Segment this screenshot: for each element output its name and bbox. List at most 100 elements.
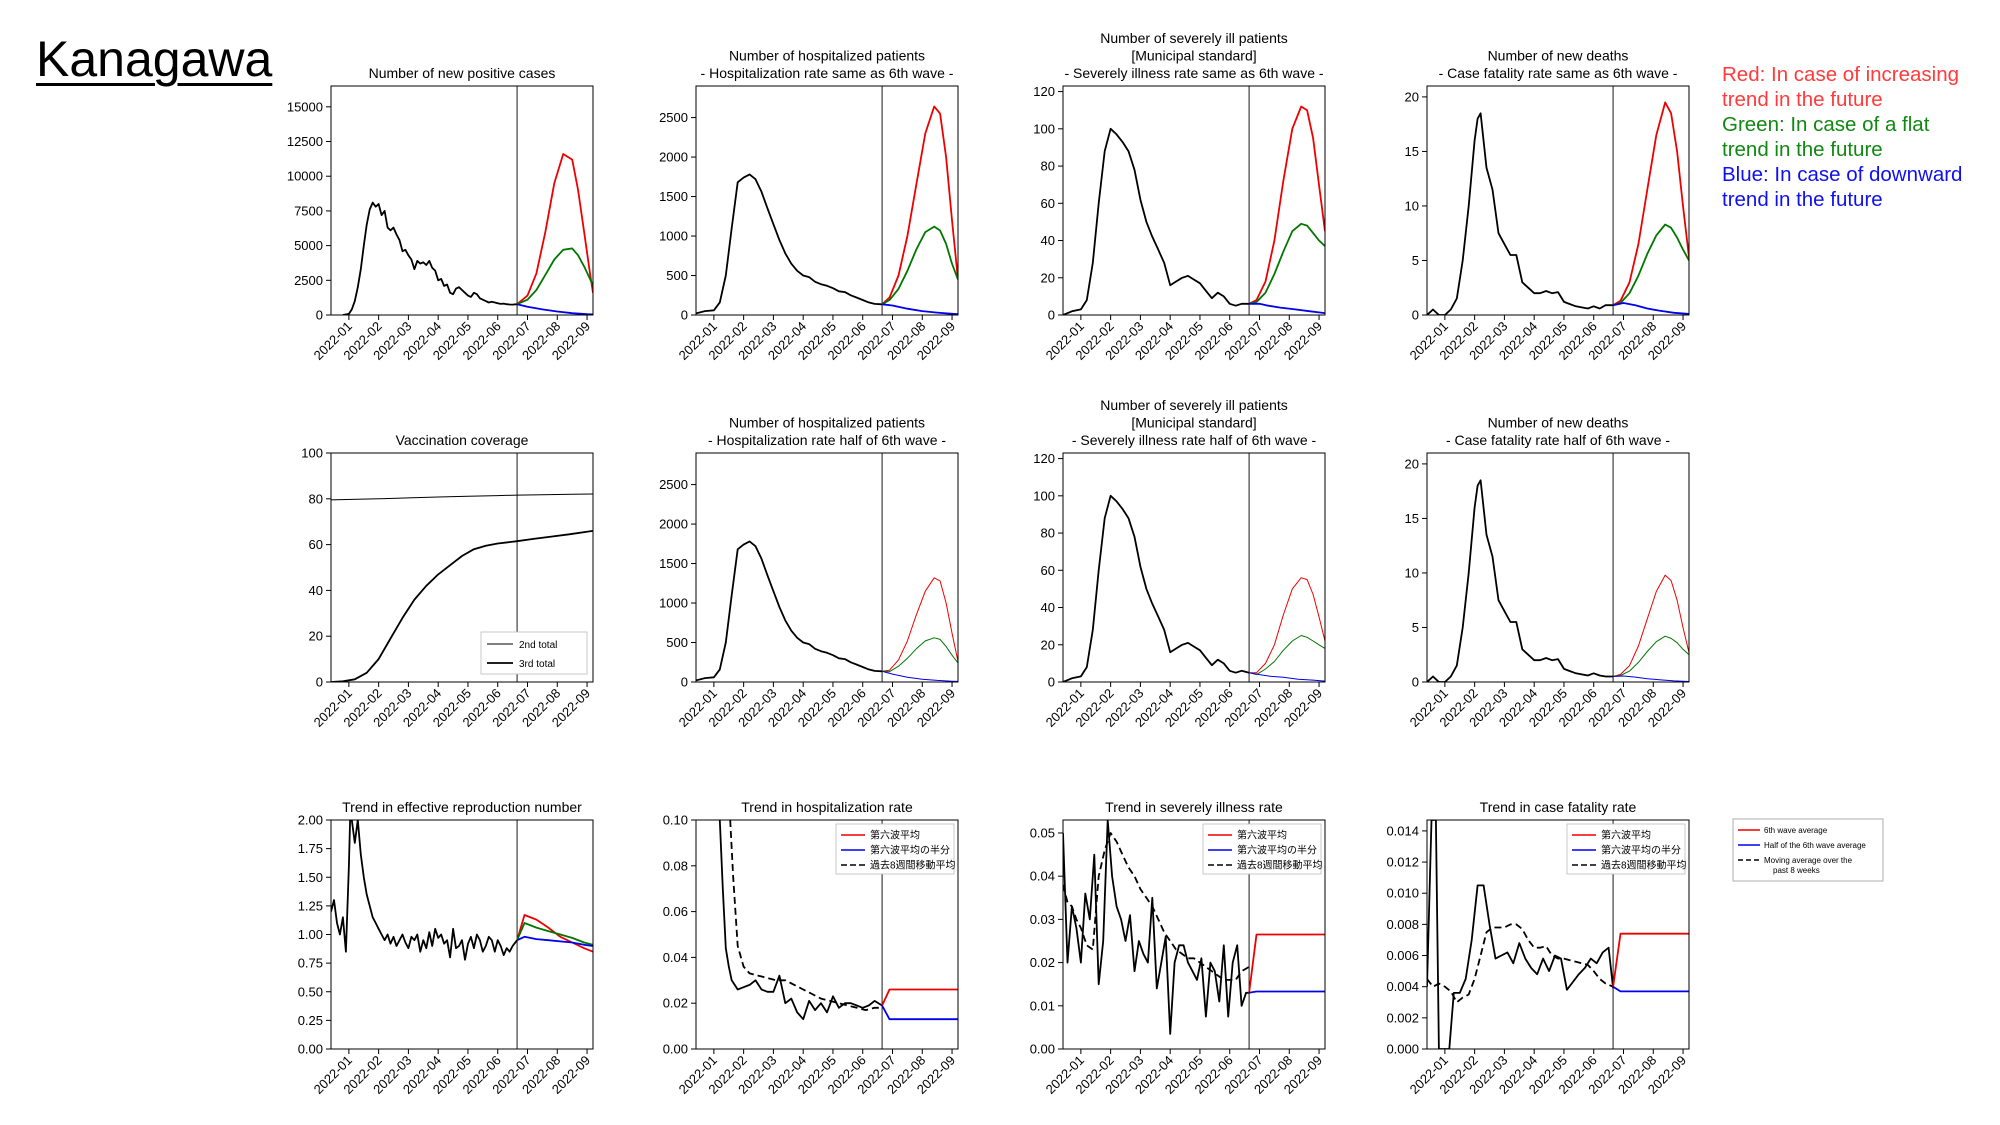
chart-title-line: Trend in effective reproduction number (342, 799, 582, 815)
chart-title-line: Number of severely ill patients (1100, 30, 1288, 46)
legend-label: 第六波平均の半分 (1237, 844, 1317, 857)
y-tick-label: 0 (316, 675, 323, 690)
chart-hospitalized-half: Number of hospitalized patients- Hospita… (659, 415, 959, 730)
chart-title-line: - Severely illness rate half of 6th wave… (1072, 432, 1317, 448)
series-increase-line (882, 577, 958, 672)
y-tick-label: 5 (1412, 253, 1419, 268)
series-observed-line (1427, 479, 1614, 682)
y-tick-label: 0.012 (1386, 855, 1419, 870)
series-decrease-line (881, 303, 958, 315)
y-tick-label: 5 (1412, 620, 1419, 635)
legend-increase-text: Red: In case of increasing trend in the … (1722, 62, 1992, 112)
y-tick-label: 0.75 (298, 956, 323, 971)
y-tick-label: 15 (1405, 511, 1419, 526)
y-tick-label: 0.25 (298, 1013, 323, 1028)
y-tick-label: 1.25 (298, 898, 323, 913)
plot-area (1427, 453, 1689, 682)
series-decrease-line (1249, 302, 1325, 314)
y-tick-label: 15 (1405, 144, 1419, 159)
series-decrease-line (1612, 985, 1689, 993)
chart-hospitalized-same: Number of hospitalized patients- Hospita… (659, 48, 959, 363)
plot-area (1063, 86, 1325, 315)
plot-area (1063, 453, 1325, 682)
y-tick-label: 2000 (659, 517, 688, 532)
y-tick-label: 0.02 (663, 996, 688, 1011)
y-tick-label: 20 (1405, 89, 1419, 104)
axes-frame (1062, 452, 1326, 683)
y-tick-label: 1500 (659, 189, 688, 204)
plot-area (1063, 820, 1325, 1049)
y-tick-label: 2500 (659, 110, 688, 125)
chart-title-line: Number of hospitalized patients (729, 48, 925, 64)
y-tick-label: 0 (1048, 308, 1055, 323)
series-decrease-line (1612, 302, 1689, 315)
series-increase-line (881, 105, 958, 305)
y-tick-label: 0 (1412, 308, 1419, 323)
y-tick-label: 0.03 (1030, 912, 1055, 927)
rate-legend-label: past 8 weeks (1773, 866, 1820, 875)
chart-effective-reproduction: Trend in effective reproduction number 0.… (298, 799, 594, 1097)
y-tick-label: 120 (1033, 451, 1055, 466)
y-tick-label: 0.000 (1386, 1042, 1419, 1057)
y-tick-label: 0.00 (663, 1042, 688, 1057)
chart-legend-box (480, 631, 588, 675)
series-increase-line (1248, 105, 1325, 305)
legend-label: 3rd total (519, 659, 555, 670)
axes-frame (1062, 819, 1326, 1050)
y-tick-label: 20 (1405, 456, 1419, 471)
axes-frame (1062, 85, 1326, 316)
y-tick-label: 0 (1048, 675, 1055, 690)
y-tick-label: 0.50 (298, 984, 323, 999)
series-flat-line (1248, 222, 1325, 305)
chart-title-line: Number of severely ill patients (1100, 397, 1288, 413)
rate-legend-english: 6th wave average Half of the 6th wave ave… (1732, 818, 1884, 882)
series-flat-line (881, 225, 958, 306)
chart-title-line: Number of hospitalized patients (729, 415, 925, 431)
y-tick-label: 0.008 (1386, 917, 1419, 932)
series-observed-line (696, 540, 883, 682)
y-tick-label: 2000 (659, 150, 688, 165)
y-tick-label: 80 (1041, 526, 1055, 541)
y-tick-label: 40 (309, 583, 323, 598)
series-flat-line (1613, 635, 1689, 677)
chart-new-positive-cases: Number of new positive cases 0 2500 5000 750… (287, 65, 594, 363)
axes-frame (1426, 819, 1690, 1050)
series-decrease-line (1249, 672, 1325, 682)
series-increase-line (1612, 574, 1689, 677)
series-flat-line (1248, 635, 1325, 676)
y-tick-label: 2500 (294, 273, 323, 288)
series-observed-line (1427, 820, 1614, 1049)
legend-decrease-line1: Blue: In case of downward (1722, 163, 1963, 186)
y-tick-label: 12500 (287, 134, 323, 149)
series-observed-line (696, 173, 883, 315)
series-observed-line (729, 820, 883, 1011)
legend-flat-line2: trend in the future (1722, 138, 1883, 161)
y-tick-label: 7500 (294, 203, 323, 218)
series-observed-line (718, 820, 883, 1021)
y-tick-label: 15000 (287, 99, 323, 114)
y-tick-label: 20 (309, 629, 323, 644)
y-tick-label: 0.014 (1386, 823, 1419, 838)
series-decrease-line (516, 935, 593, 947)
legend-increase-line1: Red: In case of increasing (1722, 63, 1960, 86)
plot-area (718, 820, 958, 1049)
series-observed-line (331, 530, 593, 682)
chart-title-line: Number of new deaths (1488, 48, 1629, 64)
y-tick-label: 100 (301, 446, 323, 461)
y-tick-label: 0 (1412, 675, 1419, 690)
y-tick-label: 1000 (659, 596, 688, 611)
legend-label: 第六波平均 (1237, 829, 1287, 842)
legend-label: 第六波平均 (870, 829, 920, 842)
y-tick-label: 0.05 (1030, 825, 1055, 840)
series-observed-line (1063, 494, 1250, 682)
chart-title-line: - Case fatality rate half of 6th wave - (1446, 432, 1670, 448)
series-decrease-line (516, 303, 593, 315)
y-tick-label: 60 (1041, 196, 1055, 211)
chart-title-line: Trend in hospitalization rate (741, 799, 913, 815)
chart-case-fatality-rate: Trend in case fatality rate 0.000 0.002 0.0… (1386, 799, 1690, 1097)
series-observed-line (1063, 832, 1250, 981)
y-tick-label: 80 (1041, 159, 1055, 174)
y-tick-label: 40 (1041, 600, 1055, 615)
chart-severely-illness-rate: Trend in severely illness rate 0.00 0.01 0.… (1030, 799, 1326, 1097)
